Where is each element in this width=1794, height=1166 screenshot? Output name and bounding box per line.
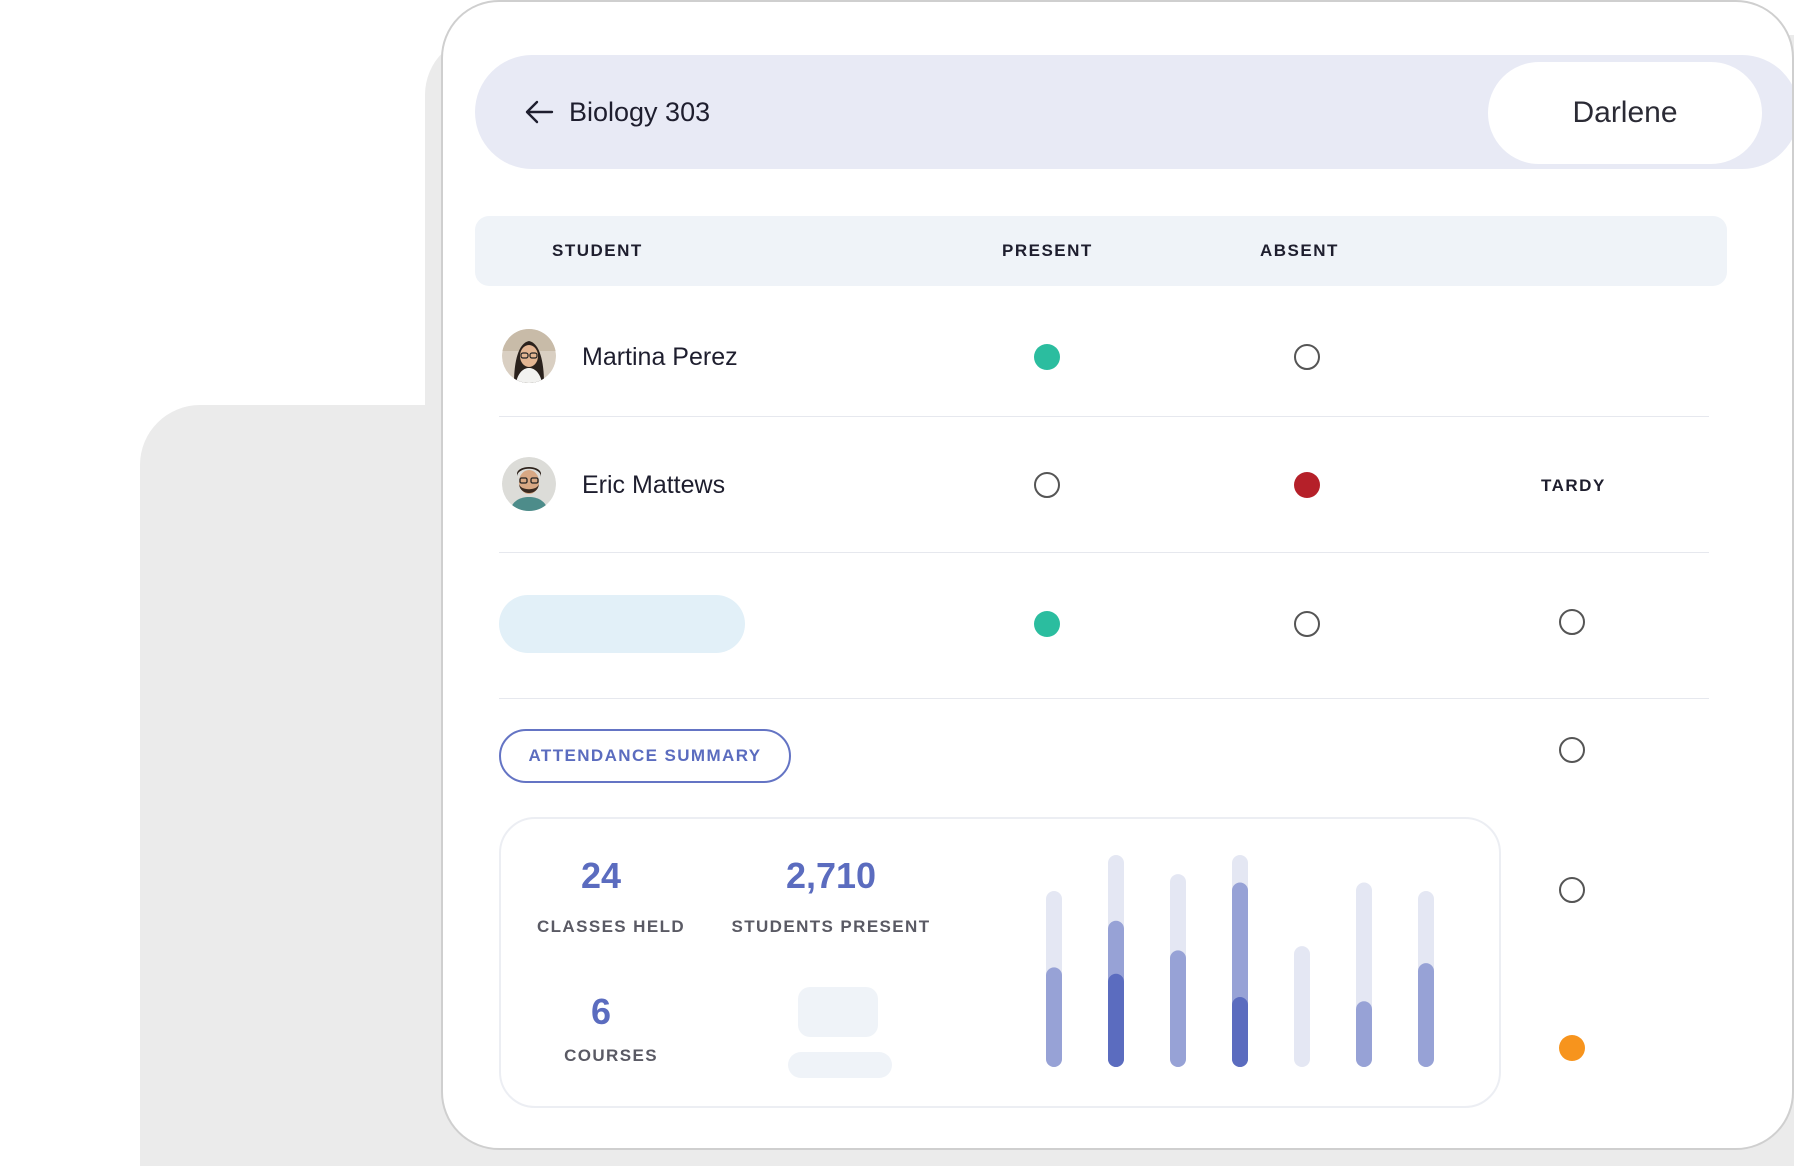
tardy-radio-selected[interactable]: [1559, 1035, 1585, 1061]
column-header-present: PRESENT: [1002, 241, 1093, 260]
back-button[interactable]: [521, 95, 557, 129]
column-header-absent: ABSENT: [1260, 241, 1339, 260]
course-title: Biology 303: [569, 97, 711, 127]
row-divider: [499, 698, 1709, 699]
absent-radio[interactable]: [1294, 344, 1320, 370]
stat-label-classes-held: CLASSES HELD: [536, 917, 686, 936]
summary-card: 24 CLASSES HELD 2,710 STUDENTS PRESENT 6…: [499, 817, 1501, 1108]
stat-placeholder: [798, 987, 878, 1037]
stat-label-students-present: STUDENTS PRESENT: [731, 917, 931, 936]
chart-bar-segment: [1418, 963, 1434, 1067]
user-menu-button[interactable]: Darlene: [1485, 59, 1765, 167]
avatar: [502, 457, 556, 511]
attendance-summary-label: ATTENDANCE SUMMARY: [528, 746, 762, 765]
row-divider: [499, 552, 1709, 553]
tardy-radio[interactable]: [1559, 609, 1585, 635]
chart-bar-segment: [1232, 997, 1248, 1067]
present-radio-selected[interactable]: [1034, 344, 1060, 370]
chart-bar-segment: [1294, 946, 1310, 1067]
student-name: Eric Mattews: [582, 471, 726, 499]
present-radio-selected[interactable]: [1034, 611, 1060, 637]
chart-bar-segment: [1108, 973, 1124, 1067]
student-name: Martina Perez: [582, 343, 738, 371]
table-header: STUDENT PRESENT ABSENT: [475, 216, 1727, 286]
chart-bar-segment: [1046, 967, 1062, 1067]
chart-bar-segment: [1170, 950, 1186, 1067]
tardy-radio[interactable]: [1559, 737, 1585, 763]
attendance-bar-chart: [1046, 855, 1434, 1067]
user-name: Darlene: [1572, 96, 1678, 129]
stat-placeholder: [788, 1052, 892, 1078]
stat-value-classes-held: 24: [580, 855, 622, 896]
stat-value-courses: 6: [590, 991, 612, 1032]
attendance-summary-button[interactable]: ATTENDANCE SUMMARY: [499, 729, 791, 783]
tardy-label: TARDY: [1541, 476, 1606, 495]
absent-radio[interactable]: [1294, 611, 1320, 637]
present-radio[interactable]: [1034, 472, 1060, 498]
tardy-radio[interactable]: [1559, 877, 1585, 903]
avatar: [502, 329, 556, 383]
chart-bar-segment: [1356, 1001, 1372, 1067]
tablet-frame: Biology 303 Darlene STUDENT PRESENT ABSE…: [441, 0, 1794, 1150]
column-header-student: STUDENT: [552, 241, 643, 260]
row-divider: [499, 416, 1709, 417]
name-placeholder: [499, 595, 745, 653]
arrow-left-icon: [525, 100, 554, 124]
stat-value-students-present: 2,710: [785, 855, 877, 896]
stat-label-courses: COURSES: [564, 1046, 658, 1065]
absent-radio-selected[interactable]: [1294, 472, 1320, 498]
